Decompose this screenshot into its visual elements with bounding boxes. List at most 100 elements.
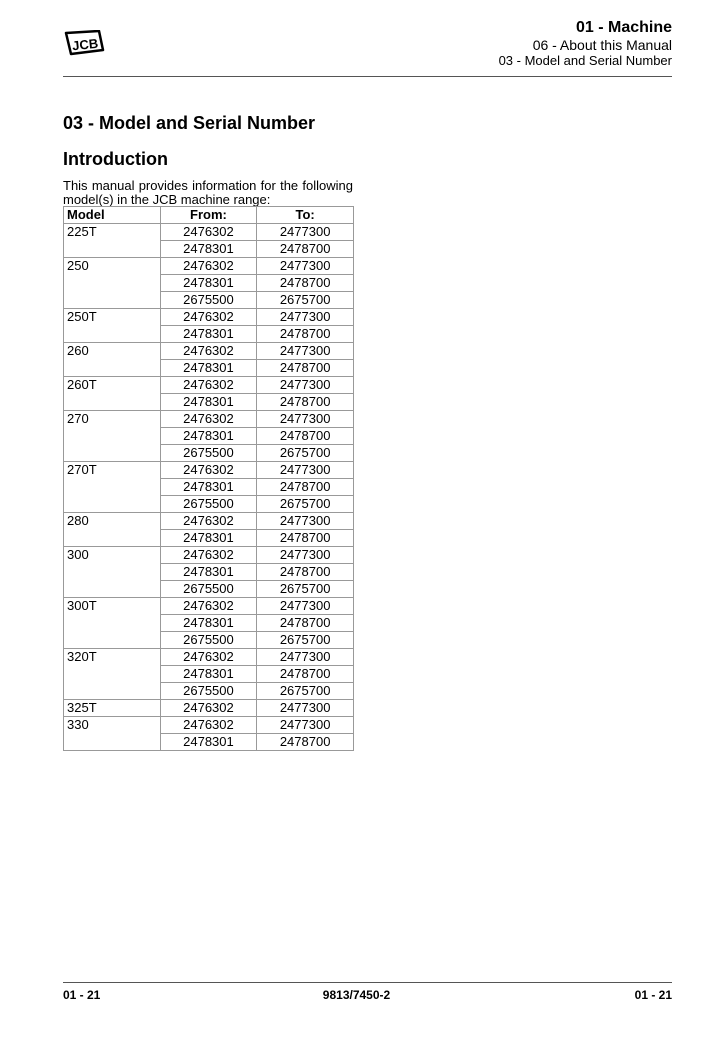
from-serial-cell: 2478301	[159, 478, 258, 496]
from-serial-cell: 2675500	[159, 631, 258, 649]
footer-divider	[63, 982, 672, 983]
to-serial-cell: 2477300	[256, 308, 354, 326]
model-cell: 325T	[63, 699, 161, 717]
from-serial-cell: 2675500	[159, 682, 258, 700]
to-serial-cell: 2477300	[256, 410, 354, 428]
model-cell: 300	[63, 546, 161, 598]
from-serial-cell: 2476302	[159, 376, 258, 394]
table-row: 225T 2476302 2477300	[63, 223, 354, 258]
model-cell: 330	[63, 716, 161, 751]
from-serial-cell: 2476302	[159, 597, 258, 615]
to-serial-cell: 2675700	[256, 495, 354, 513]
table-row: 280 2476302 2477300	[63, 512, 354, 547]
table-row: 260 2476302 2477300	[63, 342, 354, 377]
from-serial-cell: 2476302	[159, 699, 258, 717]
to-serial-cell: 2477300	[256, 546, 354, 564]
from-serial-cell: 2476302	[159, 223, 258, 241]
model-cell: 320T	[63, 648, 161, 700]
table-row: 250T 2476302 2477300	[63, 308, 354, 343]
to-serial-cell: 2477300	[256, 716, 354, 734]
from-serial-cell: 2476302	[159, 257, 258, 275]
intro-text: This manual provides information for the…	[63, 178, 353, 207]
header-to: To:	[256, 206, 354, 224]
model-cell: 225T	[63, 223, 161, 258]
model-cell: 270	[63, 410, 161, 462]
model-cell: 250T	[63, 308, 161, 343]
to-serial-cell: 2478700	[256, 614, 354, 632]
from-serial-cell: 2476302	[159, 648, 258, 666]
svg-text:JCB: JCB	[71, 36, 98, 54]
table-row: 2478301 2478700	[64, 478, 354, 496]
from-serial-cell: 2478301	[159, 614, 258, 632]
footer-doc-number: 9813/7450-2	[322, 988, 391, 1002]
from-serial-cell: 2478301	[159, 240, 258, 258]
table-row: 2478301 2478700	[64, 359, 354, 377]
subsection-title: 06 - About this Manual	[532, 37, 672, 53]
to-serial-cell: 2478700	[256, 563, 354, 581]
table-row: 250 2476302 2477300	[63, 257, 354, 309]
section-heading: Introduction	[63, 149, 168, 169]
model-cell: 300T	[63, 597, 161, 649]
footer-page-left: 01 - 21	[63, 988, 101, 1002]
to-serial-cell: 2478700	[256, 733, 354, 751]
to-serial-cell: 2478700	[256, 359, 354, 377]
to-serial-cell: 2478700	[256, 325, 354, 343]
model-cell: 260	[63, 342, 161, 377]
to-serial-cell: 2675700	[256, 444, 354, 462]
from-serial-cell: 2675500	[159, 580, 258, 598]
from-serial-cell: 2478301	[159, 665, 258, 683]
to-serial-cell: 2477300	[256, 648, 354, 666]
table-row: 2675500 2675700	[64, 495, 354, 513]
table-row: 320T 2476302 2477300	[63, 648, 354, 700]
page-title: 03 - Model and Serial Number	[63, 113, 316, 133]
from-serial-cell: 2476302	[159, 461, 258, 479]
to-serial-cell: 2477300	[256, 512, 354, 530]
from-serial-cell: 2476302	[159, 716, 258, 734]
from-serial-cell: 2478301	[159, 563, 258, 581]
model-serial-table: Model From: To: 225T 2476302 2477300 247830…	[63, 206, 354, 751]
table-row: 300 2476302 2477300	[63, 546, 354, 598]
to-serial-cell: 2477300	[256, 223, 354, 241]
from-serial-cell: 2478301	[159, 733, 258, 751]
to-serial-cell: 2478700	[256, 478, 354, 496]
table-row: 270 2476302 2477300	[63, 410, 354, 462]
model-cell: 250	[63, 257, 161, 309]
to-serial-cell: 2477300	[256, 461, 354, 479]
table-row: 2675500 2675700	[64, 580, 354, 598]
to-serial-cell: 2675700	[256, 682, 354, 700]
from-serial-cell: 2478301	[159, 359, 258, 377]
table-row: 270T 2476302 2477300	[63, 461, 354, 513]
section-title: 01 - Machine	[575, 19, 672, 36]
table-row: 2478301 2478700	[64, 733, 354, 751]
to-serial-cell: 2675700	[256, 291, 354, 309]
from-serial-cell: 2478301	[159, 529, 258, 547]
header-model: Model	[63, 206, 161, 224]
table-row: 2478301 2478700	[64, 529, 354, 547]
table-row: 260T 2476302 2477300	[63, 376, 354, 411]
to-serial-cell: 2478700	[256, 393, 354, 411]
header-divider	[63, 76, 672, 77]
page-header: 01 - Machine 06 - About this Manual 03 -…	[499, 18, 672, 68]
to-serial-cell: 2675700	[256, 580, 354, 598]
from-serial-cell: 2476302	[159, 410, 258, 428]
table-row: 2675500 2675700	[64, 682, 354, 700]
from-serial-cell: 2478301	[159, 325, 258, 343]
from-serial-cell: 2675500	[159, 291, 258, 309]
from-serial-cell: 2675500	[159, 495, 258, 513]
model-cell: 260T	[63, 376, 161, 411]
from-serial-cell: 2476302	[159, 342, 258, 360]
to-serial-cell: 2478700	[256, 274, 354, 292]
to-serial-cell: 2478700	[256, 240, 354, 258]
to-serial-cell: 2477300	[256, 257, 354, 275]
topic-title: 03 - Model and Serial Number	[498, 53, 672, 68]
from-serial-cell: 2476302	[159, 308, 258, 326]
to-serial-cell: 2477300	[256, 699, 354, 717]
to-serial-cell: 2477300	[256, 597, 354, 615]
from-serial-cell: 2476302	[159, 546, 258, 564]
table-row: 325T 2476302 2477300	[63, 699, 354, 717]
model-cell: 270T	[63, 461, 161, 513]
table-row: 2478301 2478700	[64, 393, 354, 411]
model-cell: 280	[63, 512, 161, 547]
table-row: 300T 2476302 2477300	[63, 597, 354, 649]
